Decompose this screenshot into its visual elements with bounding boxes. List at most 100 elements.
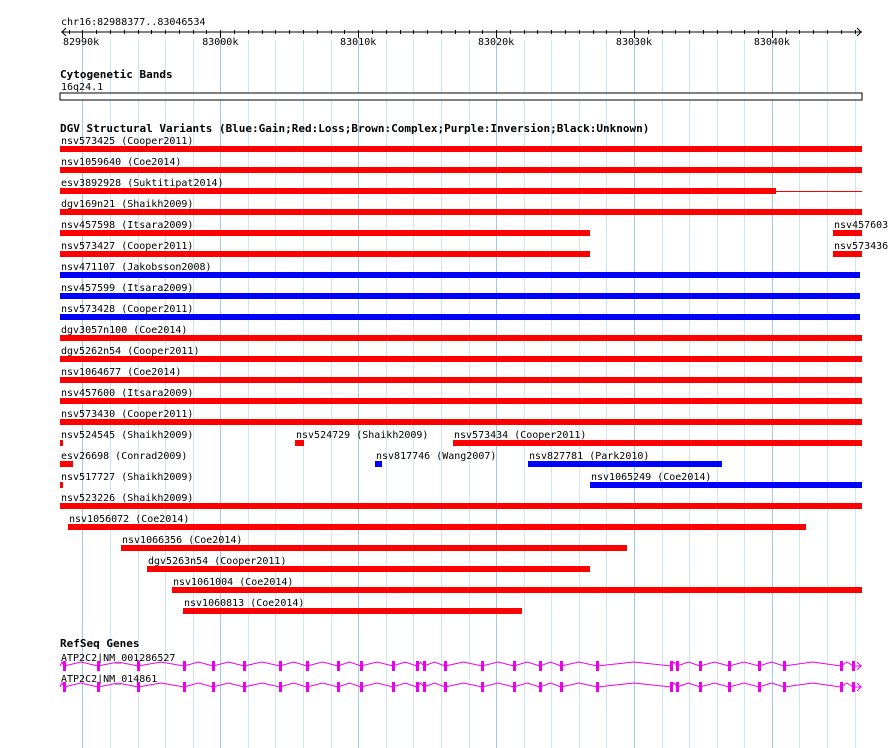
dgv-variant-bar[interactable] [60, 335, 862, 341]
dgv-variant-bar[interactable] [60, 419, 862, 425]
dgv-variant-bar[interactable] [453, 440, 862, 446]
dgv-variant[interactable]: nsv573428 (Cooper2011) [60, 304, 860, 320]
dgv-variant-label: nsv573430 (Cooper2011) [61, 409, 193, 420]
dgv-variant-label: nsv457600 (Itsara2009) [61, 388, 193, 399]
dgv-variant-label: nsv1065249 (Coe2014) [591, 472, 711, 483]
refseq-exon [596, 661, 599, 671]
dgv-variant-bar[interactable] [60, 398, 862, 404]
refseq-track[interactable]: RefSeq Genes ATP2C2|NM_001286527ATP2C2|N… [59, 637, 862, 692]
cytoband-bar[interactable] [59, 92, 863, 101]
refseq-exon [444, 682, 447, 692]
refseq-exon [852, 682, 855, 692]
dgv-variant-bar[interactable] [147, 566, 590, 572]
dgv-variant-bar[interactable] [60, 167, 862, 173]
dgv-variant-bar[interactable] [183, 608, 522, 614]
dgv-variant-bar[interactable] [833, 230, 862, 236]
dgv-variant-bar[interactable] [528, 461, 722, 467]
dgv-track[interactable]: DGV Structural Variants (Blue:Gain;Red:L… [60, 122, 888, 614]
ruler-tick-label: 83000k [202, 37, 238, 48]
dgv-variant[interactable]: nsv573427 (Cooper2011) [60, 241, 590, 257]
dgv-variant-bar[interactable] [60, 314, 860, 320]
dgv-variant-bar[interactable] [60, 503, 862, 509]
dgv-variant-label: nsv1061004 (Coe2014) [173, 577, 293, 588]
dgv-variant-bar[interactable] [375, 461, 382, 467]
refseq-exon [539, 661, 542, 671]
dgv-variant-bar[interactable] [60, 356, 862, 362]
refseq-gene[interactable]: ATP2C2|NM_001286527 [59, 653, 862, 671]
dgv-variant-bar[interactable] [60, 272, 860, 278]
ruler-track[interactable]: chr16:82988377..83046534 82990k 83000k 830… [61, 17, 862, 48]
scroll-left-arrow-icon[interactable] [61, 27, 67, 37]
dgv-variant[interactable]: nsv457600 (Itsara2009) [60, 388, 862, 404]
refseq-exon [416, 661, 419, 671]
dgv-variant-label: nsv524545 (Shaikh2009) [61, 430, 193, 441]
dgv-variant-label: nsv827781 (Park2010) [529, 451, 649, 462]
dgv-variant[interactable]: nsv827781 (Park2010) [528, 451, 722, 467]
dgv-variant[interactable]: dgv169n21 (Shaikh2009) [60, 199, 862, 215]
refseq-exon [676, 661, 679, 671]
dgv-variant[interactable]: nsv457598 (Itsara2009) [60, 220, 590, 236]
refseq-exon [360, 682, 363, 692]
dgv-variant[interactable]: nsv1059640 (Coe2014) [60, 157, 862, 173]
refseq-exon [279, 682, 282, 692]
ruler-tick-label: 82990k [63, 37, 99, 48]
cytoband-label: 16q24.1 [61, 82, 103, 93]
refseq-exon [137, 661, 140, 671]
dgv-variant-bar[interactable] [60, 293, 860, 299]
dgv-variant-bar[interactable] [295, 440, 304, 446]
refseq-gene-label: ATP2C2|NM_014861 [61, 674, 157, 685]
dgv-variant[interactable]: nsv573425 (Cooper2011) [60, 136, 862, 152]
dgv-variant-bar[interactable] [60, 251, 590, 257]
strand-arrow-icon [856, 682, 862, 692]
dgv-variant[interactable]: nsv524545 (Shaikh2009) [60, 430, 193, 446]
dgv-variant[interactable]: nsv517727 (Shaikh2009) [60, 472, 193, 488]
dgv-variant[interactable]: nsv1056072 (Coe2014) [68, 514, 806, 530]
dgv-variant-bar[interactable] [60, 146, 862, 152]
dgv-variant-bar[interactable] [590, 482, 862, 488]
dgv-variant-label: nsv1059640 (Coe2014) [61, 157, 181, 168]
dgv-variant[interactable]: nsv1065249 (Coe2014) [590, 472, 862, 488]
dgv-variant[interactable]: nsv1064677 (Coe2014) [60, 367, 862, 383]
dgv-variant[interactable]: esv26698 (Conrad2009) [60, 451, 187, 467]
dgv-variant-label: nsv457603 [834, 220, 888, 231]
dgv-variant-bar[interactable] [60, 377, 862, 383]
dgv-variant[interactable]: nsv1066356 (Coe2014) [121, 535, 627, 551]
dgv-variant-bar[interactable] [60, 440, 63, 446]
refseq-exon [183, 682, 186, 692]
dgv-variant[interactable]: esv3892928 (Suktitipat2014) [60, 178, 862, 194]
dgv-variant[interactable]: dgv5262n54 (Cooper2011) [60, 346, 862, 362]
dgv-variant[interactable]: nsv573430 (Cooper2011) [60, 409, 862, 425]
dgv-variant[interactable]: nsv457603 [833, 220, 888, 236]
dgv-variant-bar[interactable] [60, 188, 776, 194]
scroll-right-arrow-icon[interactable] [856, 27, 862, 37]
refseq-gene[interactable]: ATP2C2|NM_014861 [59, 674, 862, 692]
dgv-variant[interactable]: nsv457599 (Itsara2009) [60, 283, 860, 299]
dgv-variant[interactable]: nsv524729 (Shaikh2009) [295, 430, 428, 446]
dgv-variant[interactable]: nsv817746 (Wang2007) [375, 451, 496, 467]
dgv-variant-bar[interactable] [121, 545, 627, 551]
dgv-variant-bar[interactable] [60, 230, 590, 236]
dgv-variant-label: nsv1060813 (Coe2014) [184, 598, 304, 609]
refseq-exon [670, 682, 673, 692]
dgv-variant[interactable]: nsv523226 (Shaikh2009) [60, 493, 862, 509]
dgv-variant[interactable]: dgv5263n54 (Cooper2011) [147, 556, 590, 572]
dgv-variant[interactable]: nsv471107 (Jakobsson2008) [60, 262, 860, 278]
dgv-variant-bar[interactable] [60, 209, 862, 215]
dgv-variant-bar[interactable] [60, 461, 73, 467]
cytoband-track[interactable]: Cytogenetic Bands 16q24.1 [59, 68, 863, 101]
dgv-variant[interactable]: nsv573434 (Cooper2011) [453, 430, 862, 446]
dgv-variant-bar[interactable] [172, 587, 862, 593]
dgv-variant-label: dgv5262n54 (Cooper2011) [61, 346, 199, 357]
dgv-variant[interactable]: nsv1061004 (Coe2014) [172, 577, 862, 593]
dgv-variant[interactable]: nsv573436 [833, 241, 888, 257]
refseq-exon [758, 682, 761, 692]
dgv-variant-bar[interactable] [60, 482, 63, 488]
refseq-intron-line [59, 660, 862, 667]
refseq-exon [423, 661, 426, 671]
dgv-variant[interactable]: nsv1060813 (Coe2014) [183, 598, 522, 614]
refseq-exon [728, 682, 731, 692]
dgv-variant[interactable]: dgv3057n100 (Coe2014) [60, 325, 862, 341]
dgv-variant-bar[interactable] [68, 524, 806, 530]
dgv-variant-bar[interactable] [833, 251, 862, 257]
dgv-variant-label: nsv573436 [834, 241, 888, 252]
